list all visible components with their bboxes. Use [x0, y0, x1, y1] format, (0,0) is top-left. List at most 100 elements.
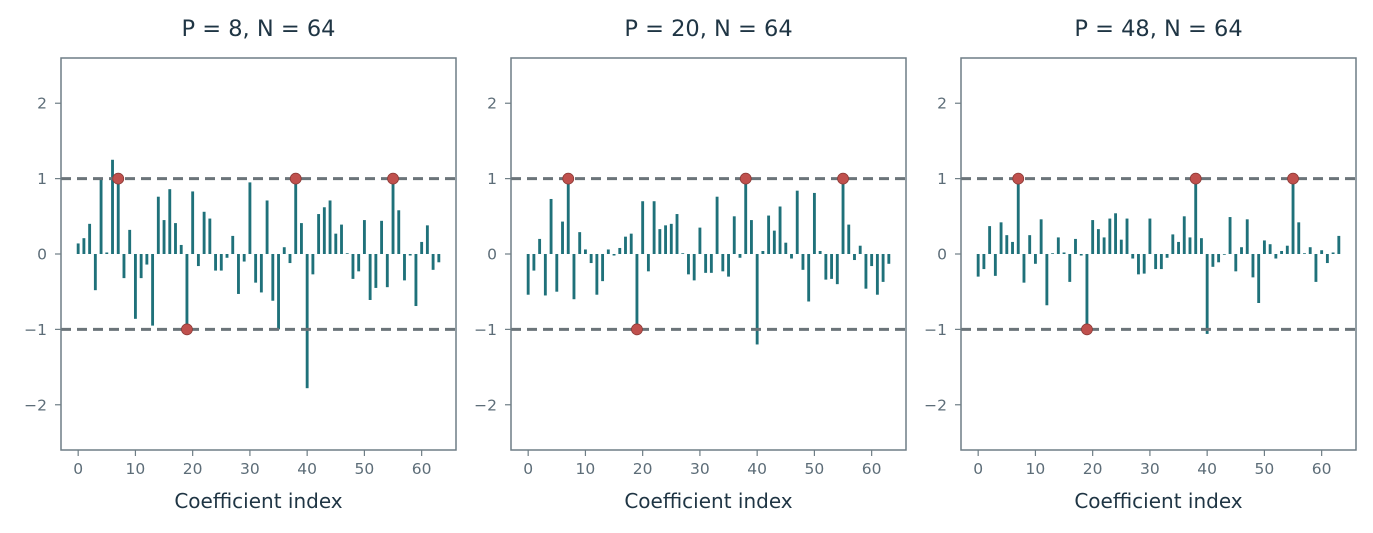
bar: [830, 254, 834, 279]
bar: [601, 254, 605, 282]
bar: [1320, 250, 1324, 254]
bar: [151, 254, 155, 326]
x-tick-label: 0: [523, 460, 533, 478]
bar: [1228, 217, 1232, 254]
bar: [219, 254, 223, 271]
marker-point: [562, 172, 575, 185]
bar: [282, 247, 286, 254]
x-tick-label: 50: [355, 460, 375, 478]
bar: [1148, 218, 1152, 254]
bar: [334, 233, 338, 254]
y-tick-label: 0: [487, 246, 497, 264]
bar: [790, 254, 793, 259]
bar: [1119, 239, 1123, 254]
bar: [237, 254, 240, 294]
x-tick-label: 60: [862, 460, 882, 478]
bar: [583, 249, 587, 254]
x-tick-label: 40: [747, 460, 767, 478]
bar: [374, 254, 378, 288]
chart-panel-2: P = 20, N = 64 Coefficient index 0 10 20 30…: [474, 16, 907, 513]
bar: [1285, 245, 1289, 254]
x-tick-label: 0: [973, 460, 983, 478]
marker-point: [1189, 172, 1202, 185]
bar: [288, 254, 292, 264]
bar: [578, 232, 582, 254]
bar: [317, 214, 321, 254]
x-tick-label: 0: [73, 460, 83, 478]
x-tick-label: 10: [576, 460, 596, 478]
x-tick-label: 60: [412, 460, 432, 478]
bar: [248, 182, 252, 254]
bar: [629, 233, 633, 254]
marker-point: [112, 172, 125, 185]
bar: [179, 244, 183, 254]
marker-point: [1012, 172, 1025, 185]
bar: [242, 254, 246, 262]
bar: [543, 254, 547, 296]
bar: [1131, 254, 1135, 259]
plot-frame: [510, 57, 907, 451]
marker-point: [1081, 323, 1093, 336]
bar: [887, 254, 891, 264]
bar: [1045, 254, 1049, 306]
bar: [1039, 219, 1043, 254]
bar: [133, 254, 137, 319]
bar: [162, 220, 166, 254]
bar: [549, 198, 553, 254]
bar: [431, 254, 435, 270]
bar: [589, 254, 593, 264]
bar: [1331, 252, 1335, 254]
bar: [111, 159, 114, 254]
bar: [1171, 234, 1175, 254]
bar: [1222, 254, 1226, 255]
bar: [646, 254, 650, 272]
bar: [555, 254, 559, 292]
bar: [572, 254, 576, 300]
bar: [1308, 247, 1312, 254]
bar: [345, 253, 349, 254]
bar: [1240, 247, 1243, 254]
bar: [1091, 220, 1095, 254]
bar: [322, 207, 326, 254]
bar: [812, 192, 816, 254]
bar: [875, 254, 879, 295]
x-tick-label: 30: [690, 460, 710, 478]
x-tick-label: 20: [183, 460, 203, 478]
bar: [116, 178, 120, 254]
y-tick-label: 1: [487, 170, 497, 188]
bar: [1257, 254, 1261, 303]
bar: [122, 254, 126, 279]
bar: [635, 254, 639, 330]
bar: [1314, 254, 1318, 282]
bar: [1234, 254, 1238, 272]
bar: [835, 254, 839, 285]
bar: [168, 189, 172, 254]
bar: [1303, 253, 1306, 254]
bar: [853, 254, 856, 261]
bar: [1200, 238, 1203, 254]
bar: [1114, 213, 1117, 254]
bar: [1337, 235, 1341, 254]
bar: [397, 210, 401, 254]
bar: [93, 254, 97, 291]
bar: [841, 178, 845, 254]
chart-panel-1: P = 8, N = 64 Coefficient index 0 10 20 30 4…: [24, 16, 457, 513]
bar: [403, 254, 406, 281]
x-tick-label: 60: [1312, 460, 1332, 478]
bar: [681, 253, 685, 254]
bar: [824, 254, 828, 280]
bar: [1182, 216, 1186, 254]
bar: [778, 206, 782, 254]
bar: [1165, 254, 1169, 258]
bar: [139, 254, 143, 279]
bar: [1108, 218, 1112, 254]
bar: [526, 254, 530, 295]
chart-title: P = 20, N = 64: [624, 16, 792, 42]
bar: [362, 220, 366, 254]
bar: [618, 247, 622, 254]
bar: [1268, 244, 1272, 254]
bar: [727, 254, 730, 277]
x-tick-label: 30: [1140, 460, 1160, 478]
bar: [300, 223, 303, 254]
bar: [750, 220, 753, 254]
